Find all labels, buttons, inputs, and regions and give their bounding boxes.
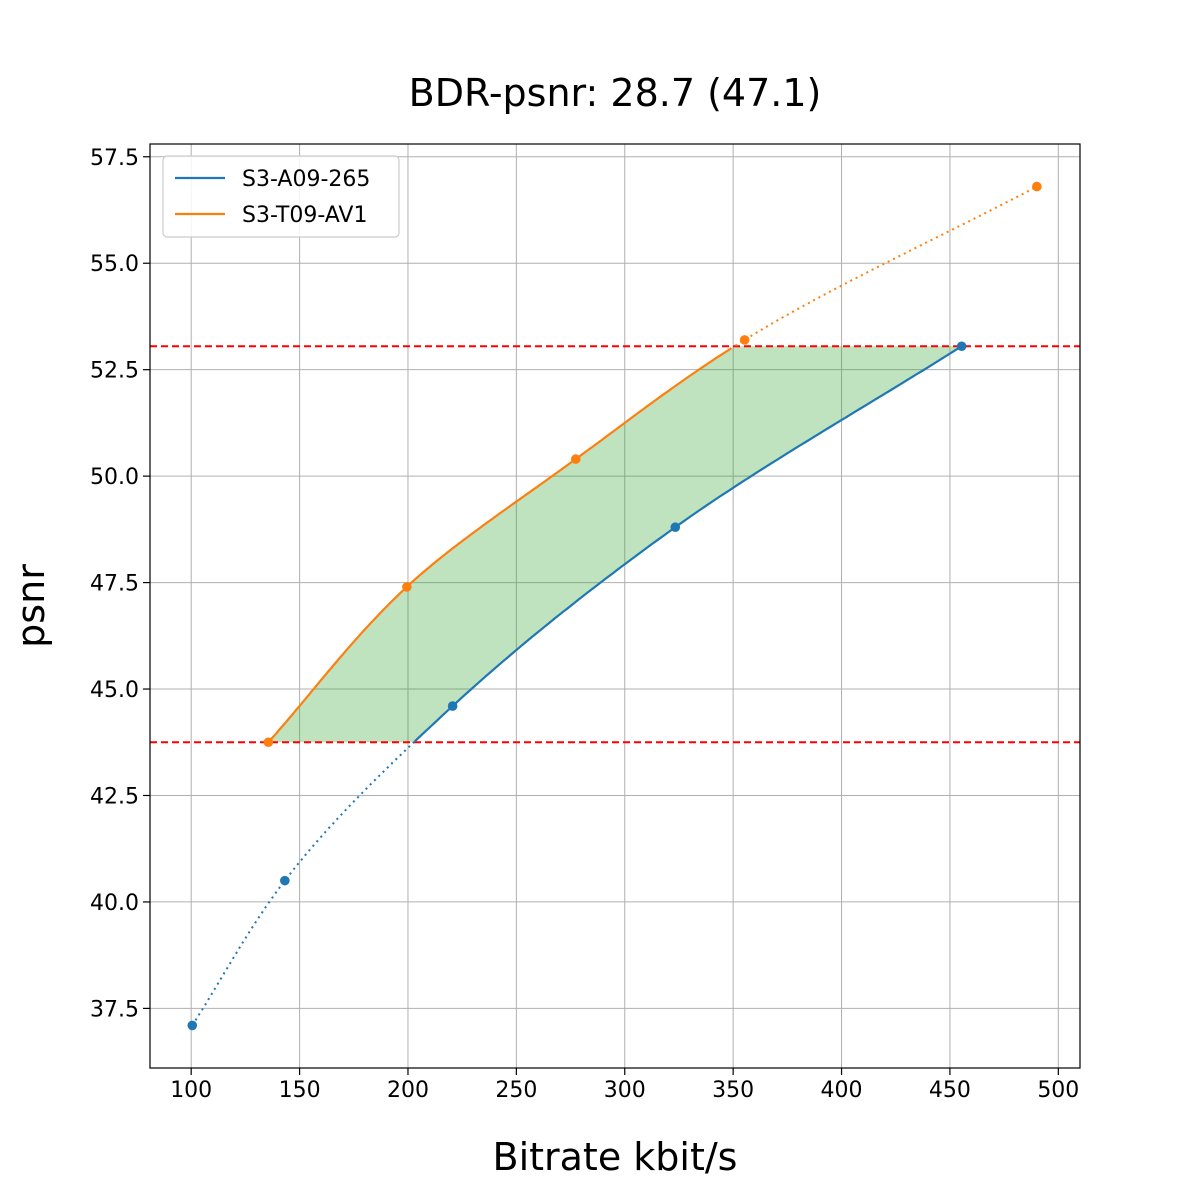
point-s3-t09-av1-3 — [739, 335, 750, 345]
x-axis-title: Bitrate kbit/s — [493, 1135, 738, 1179]
y-tick-label-8: 57.5 — [90, 146, 139, 171]
y-tick-label-3: 45.0 — [90, 678, 139, 703]
point-s3-a09-265-4 — [956, 341, 967, 352]
y-tick-label-4: 47.5 — [90, 572, 139, 597]
point-s3-a09-265-2 — [447, 701, 458, 711]
y-tick-label-1: 40.0 — [90, 891, 139, 916]
y-tick-label-2: 42.5 — [90, 784, 139, 809]
line-dotted-lower-s3-a09-265 — [191, 740, 416, 1026]
x-tick-label-7: 450 — [929, 1078, 971, 1103]
series-s3-a09-265 — [187, 341, 967, 1031]
plot-frame — [149, 143, 1081, 1069]
line-dotted-upper-s3-t09-av1 — [734, 185, 1038, 347]
legend-label-s3-a09-265: S3-A09-265 — [242, 167, 370, 192]
point-s3-t09-av1-1 — [402, 582, 412, 592]
x-tick-label-6: 400 — [821, 1078, 863, 1103]
x-tick-label-2: 200 — [387, 1078, 429, 1103]
axis-ticks: 100 150 200 250 300 350 400 450 500 37.5 40.0 42.5 4… — [90, 146, 1079, 1103]
legend-box — [162, 155, 400, 238]
legend: S3-A09-265 S3-T09-AV1 — [162, 155, 400, 238]
x-tick-label-1: 150 — [279, 1078, 321, 1103]
bd-area-polygon — [268, 346, 962, 743]
bd-area-fill — [268, 346, 962, 743]
point-s3-a09-265-3 — [670, 522, 681, 533]
x-tick-label-8: 500 — [1037, 1078, 1079, 1103]
point-s3-t09-av1-4 — [1032, 181, 1042, 192]
y-tick-label-5: 50.0 — [90, 465, 139, 490]
y-axis-title: psnr — [9, 564, 53, 648]
chart-title: BDR-psnr: 28.7 (47.1) — [409, 71, 822, 115]
x-tick-label-4: 300 — [604, 1078, 646, 1103]
grid — [150, 144, 1080, 1068]
y-tick-label-0: 37.5 — [90, 997, 139, 1022]
legend-label-s3-t09-av1: S3-T09-AV1 — [242, 203, 367, 228]
x-tick-label-5: 350 — [712, 1078, 754, 1103]
point-s3-a09-265-0 — [187, 1020, 198, 1031]
point-s3-t09-av1-0 — [263, 737, 274, 748]
point-s3-t09-av1-2 — [570, 454, 581, 464]
threshold-lines — [150, 345, 1080, 744]
series-s3-t09-av1 — [263, 181, 1042, 748]
line-solid-s3-t09-av1 — [267, 347, 732, 744]
series-layer — [187, 181, 1042, 1031]
x-tick-label-3: 250 — [495, 1078, 537, 1103]
y-tick-label-6: 52.5 — [90, 359, 139, 384]
line-solid-s3-a09-265 — [414, 345, 963, 743]
y-tick-label-7: 55.0 — [90, 252, 139, 277]
x-tick-label-0: 100 — [170, 1078, 212, 1103]
point-s3-a09-265-1 — [280, 875, 290, 886]
